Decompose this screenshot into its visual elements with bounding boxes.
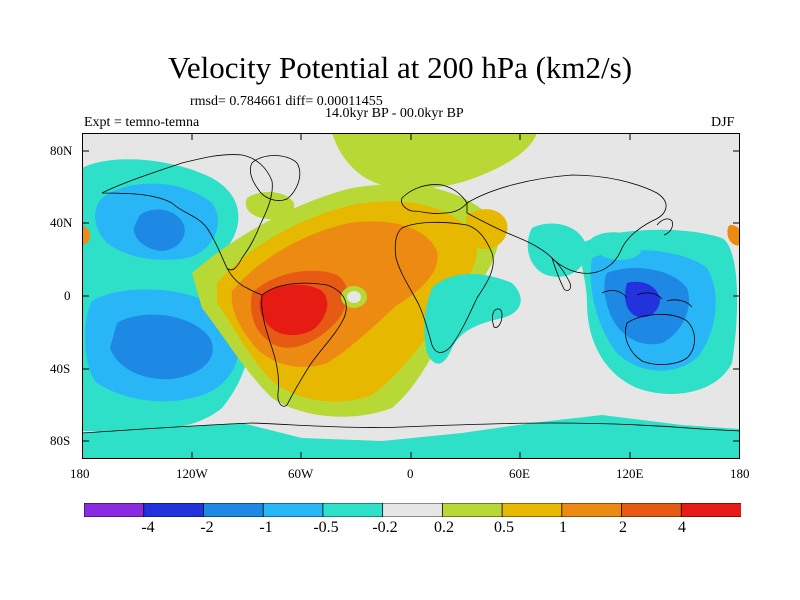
- lat-tick-40s: 40S: [50, 361, 71, 376]
- experiment-label: Expt = temno-temna: [84, 115, 200, 130]
- africa-coast: [394, 221, 494, 353]
- coastlines: [82, 154, 740, 434]
- velocity-potential-map: [82, 133, 740, 459]
- madagascar-coast: [492, 308, 503, 328]
- colorbar-label-pos05: 0.5: [494, 519, 514, 536]
- colorbar-label-pos2: 2: [619, 519, 627, 536]
- season-label: DJF: [711, 115, 735, 130]
- equatorial-atlantic-center: [347, 291, 361, 303]
- arctic-green: [332, 133, 537, 189]
- greenland-coast: [250, 155, 301, 201]
- colorbar-label-neg05: -0.5: [313, 519, 339, 536]
- tick-marks: [82, 133, 740, 459]
- colorbar-swatch-0: [84, 503, 145, 517]
- lon-tick-180w: 180: [70, 466, 90, 481]
- north-america-coast: [101, 154, 273, 271]
- lat-tick-40n: 40N: [50, 215, 73, 230]
- africa-cyan: [424, 273, 521, 364]
- lon-tick-60e: 60E: [509, 466, 530, 481]
- middle-east-yellow: [465, 209, 508, 250]
- europe-coast: [401, 184, 468, 214]
- lat-tick-80n: 80N: [50, 143, 73, 158]
- lat-tick-0: 0: [64, 288, 71, 303]
- central-america-coast: [226, 267, 263, 296]
- colorbar-swatch-3: [262, 503, 324, 517]
- antarctica-coast: [82, 422, 740, 434]
- colorbar-swatch-6: [441, 503, 503, 517]
- colorbar-label-neg2: -2: [200, 519, 214, 536]
- southern-cyan-band: [82, 415, 740, 459]
- colorbar-label-neg02: -0.2: [372, 519, 398, 536]
- colorbar-swatch-9: [621, 503, 683, 517]
- arabian-cyan: [527, 223, 587, 277]
- greenland-green: [245, 191, 295, 220]
- colorbar-label-neg1: -1: [259, 519, 273, 536]
- dateline-orange-west: [82, 225, 90, 245]
- lon-tick-120w: 120W: [176, 466, 208, 481]
- south-america-coast: [261, 282, 347, 407]
- india-coast: [551, 256, 571, 291]
- north-pacific-blue: [133, 209, 185, 251]
- south-pacific-blue: [110, 314, 213, 380]
- australia-coast: [625, 314, 695, 365]
- colorbar-label-pos02: 0.2: [434, 519, 454, 536]
- plot-title: Velocity Potential at 200 hPa (km2/s): [167, 50, 633, 85]
- colorbar: [84, 503, 741, 517]
- colorbar-swatch-7: [501, 503, 563, 517]
- dateline-orange-east: [727, 225, 740, 246]
- colorbar-label-pos4: 4: [678, 519, 686, 536]
- colorbar-label-pos1: 1: [559, 519, 567, 536]
- colorbar-swatch-1: [143, 503, 205, 517]
- lon-tick-120e: 120E: [616, 466, 644, 481]
- period-label: 14.0kyr BP - 00.0kyr BP: [325, 106, 464, 121]
- lon-tick-60w: 60W: [288, 466, 314, 481]
- lon-tick-0: 0: [407, 466, 414, 481]
- colorbar-swatch-10: [680, 503, 741, 517]
- colorbar-swatch-5: [382, 503, 444, 517]
- colorbar-swatch-8: [561, 503, 623, 517]
- indonesia-coast: [601, 290, 693, 308]
- maritime-darkblue: [625, 281, 660, 318]
- japan-cyan: [590, 232, 642, 260]
- amazon-red: [259, 284, 328, 336]
- lon-tick-180e: 180: [730, 466, 750, 481]
- colorbar-label-neg4: -4: [141, 519, 155, 536]
- lat-tick-80s: 80S: [50, 433, 71, 448]
- colorbar-swatch-2: [203, 503, 265, 517]
- colorbar-swatch-4: [322, 503, 384, 517]
- asia-coast: [466, 174, 667, 274]
- japan-coast: [656, 218, 673, 236]
- stats-label: rmsd= 0.784661 diff= 0.00011455: [190, 94, 383, 109]
